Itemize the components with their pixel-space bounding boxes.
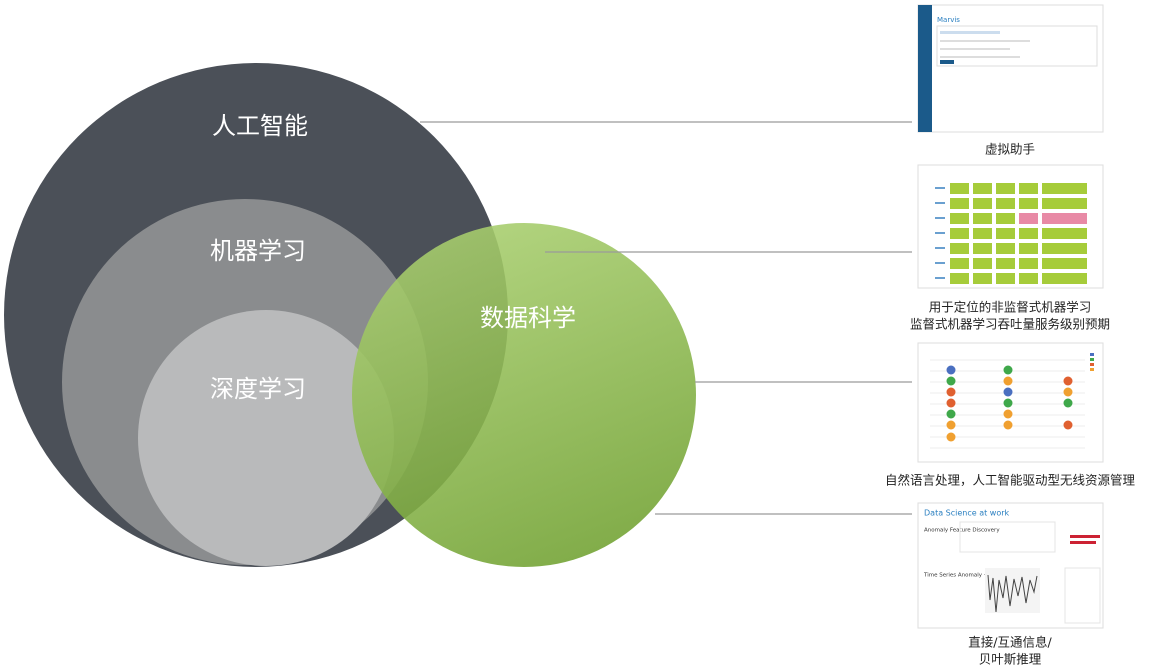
section-title: Time Series Anomaly + Correlation	[923, 573, 1021, 579]
ai-label: 人工智能	[212, 112, 308, 140]
bar	[1070, 541, 1096, 544]
cell	[1042, 273, 1087, 284]
connectors	[420, 121, 912, 515]
cell	[1019, 183, 1038, 194]
thumbnail-assistant: Marvis	[917, 4, 1104, 133]
cell	[950, 183, 969, 194]
cell	[950, 228, 969, 239]
sidebar	[918, 5, 932, 132]
row-label	[935, 247, 945, 249]
ds-circle	[352, 223, 696, 567]
ds-label: 数据科学	[480, 304, 576, 332]
caption: 自然语言处理，人工智能驱动型无线资源管理	[885, 473, 1136, 488]
row-label	[935, 217, 945, 219]
dot	[946, 387, 956, 397]
dot	[946, 365, 956, 375]
row	[940, 56, 1020, 58]
table	[959, 521, 1056, 553]
dot	[1003, 387, 1013, 397]
dl-circle	[138, 310, 394, 566]
thumbnail-grid	[917, 164, 1104, 289]
cell	[1042, 228, 1087, 239]
cell	[973, 243, 992, 254]
button	[940, 60, 954, 64]
dot	[1003, 376, 1013, 386]
caption: 监督式机器学习吞吐量服务级别预期	[910, 317, 1110, 332]
dot	[946, 376, 956, 386]
thumbnail-datasci: Data Science at work Anomaly Feature Dis…	[917, 502, 1104, 629]
cell	[973, 273, 992, 284]
screen-title: Marvis	[937, 16, 960, 24]
dot	[1063, 398, 1073, 408]
dot	[946, 432, 956, 442]
cell	[1042, 243, 1087, 254]
bar	[1070, 535, 1100, 538]
dot	[1003, 420, 1013, 430]
row	[940, 40, 1030, 42]
caption: 用于定位的非监督式机器学习	[929, 300, 1092, 315]
row	[940, 48, 1010, 50]
cell	[996, 228, 1015, 239]
cell	[1019, 213, 1038, 224]
frame	[917, 4, 1104, 133]
dot	[946, 420, 956, 430]
cell	[950, 198, 969, 209]
cell	[1019, 273, 1038, 284]
row-label	[935, 187, 945, 189]
row-label	[935, 277, 945, 279]
cell	[973, 183, 992, 194]
cell	[1042, 183, 1087, 194]
dot	[1063, 376, 1073, 386]
cell	[950, 213, 969, 224]
panel	[936, 25, 1098, 67]
panel	[1064, 567, 1101, 624]
cell	[1019, 198, 1038, 209]
cell	[996, 213, 1015, 224]
cell	[1019, 228, 1038, 239]
series	[987, 574, 1038, 613]
cell	[1042, 213, 1087, 224]
cell	[996, 198, 1015, 209]
section-title: Anomaly Feature Discovery	[924, 528, 1000, 534]
legend-swatch	[1090, 353, 1094, 356]
caption: 虚拟助手	[985, 142, 1035, 157]
cell	[1019, 258, 1038, 269]
dot	[946, 398, 956, 408]
dot	[1003, 409, 1013, 419]
cell	[950, 243, 969, 254]
cell	[996, 258, 1015, 269]
cell	[973, 258, 992, 269]
cell	[1019, 243, 1038, 254]
cell	[950, 258, 969, 269]
dot	[1003, 365, 1013, 375]
dot	[946, 409, 956, 419]
screen-title: Data Science at work	[924, 509, 1010, 518]
caption: 直接/互通信息/	[968, 635, 1052, 650]
cell	[950, 273, 969, 284]
legend-swatch	[1090, 358, 1094, 361]
row	[940, 31, 1000, 34]
legend-swatch	[1090, 368, 1094, 371]
cell	[996, 273, 1015, 284]
thumbnail-scatter	[917, 342, 1104, 463]
row-label	[935, 202, 945, 204]
row-label	[935, 232, 945, 234]
cell	[1042, 258, 1087, 269]
dot	[1063, 420, 1073, 430]
cell	[996, 243, 1015, 254]
caption: 贝叶斯推理	[979, 652, 1042, 667]
row-label	[935, 262, 945, 264]
cell	[973, 213, 992, 224]
cell	[996, 183, 1015, 194]
ml-label: 机器学习	[210, 237, 306, 265]
dot	[1003, 398, 1013, 408]
dl-label: 深度学习	[210, 375, 306, 403]
cell	[1042, 198, 1087, 209]
cell	[973, 198, 992, 209]
cell	[973, 228, 992, 239]
captions: 虚拟助手用于定位的非监督式机器学习监督式机器学习吞吐量服务级别预期自然语言处理，…	[885, 142, 1136, 667]
dot	[1063, 387, 1073, 397]
legend-swatch	[1090, 363, 1094, 366]
